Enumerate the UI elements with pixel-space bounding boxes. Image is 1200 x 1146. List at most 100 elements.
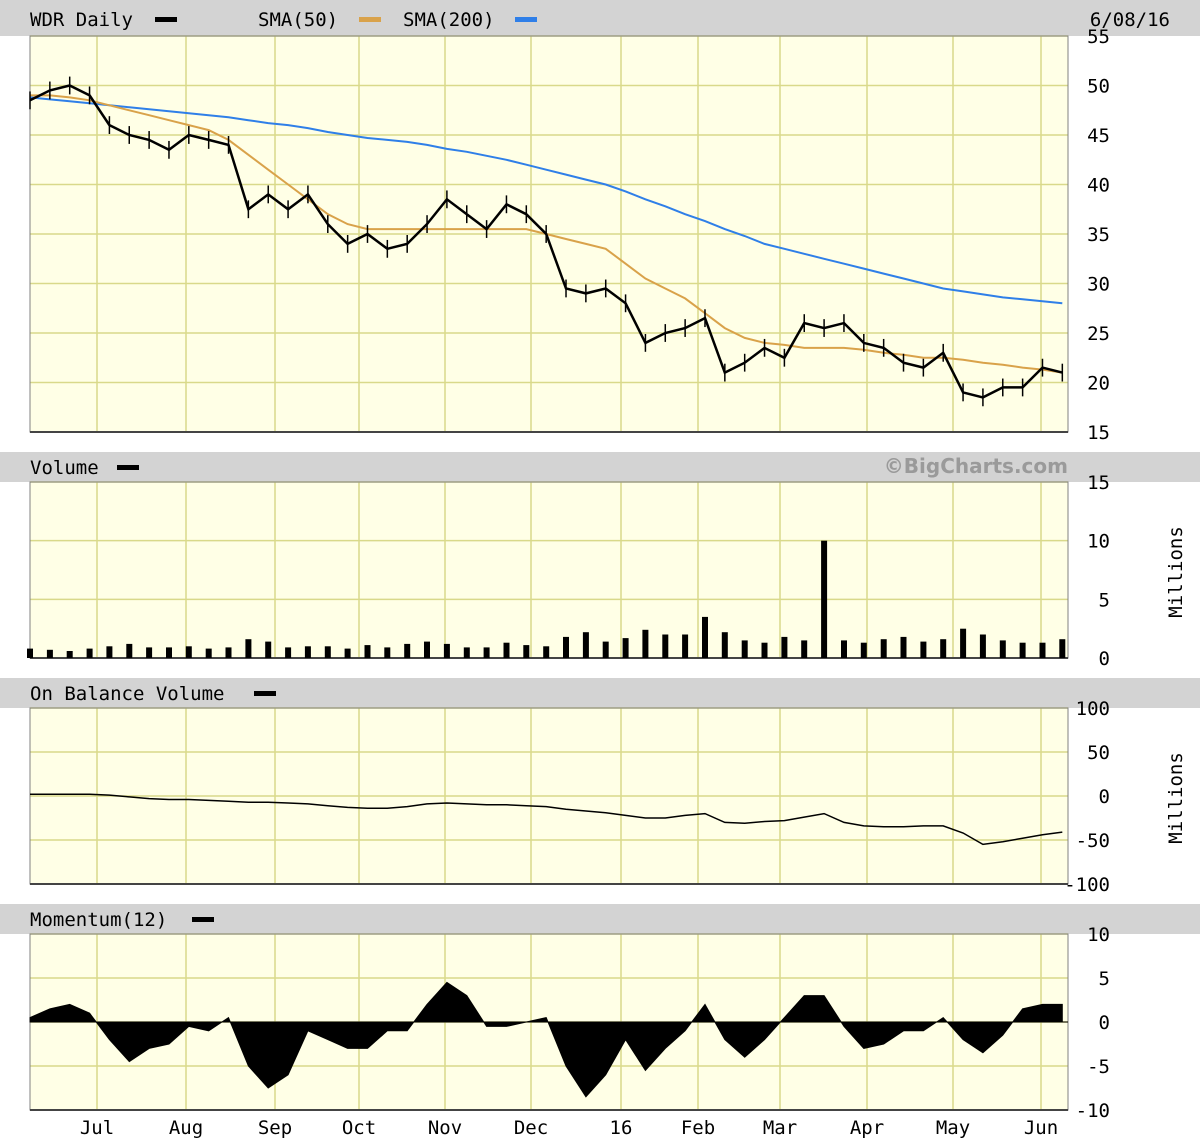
volume-bar [66,651,73,658]
price-ytick-label: 45 [1087,125,1110,147]
volume-bar [841,640,847,658]
volume-ytick-label: 5 [1099,589,1110,611]
volume-bar [642,629,649,658]
sma50-label: SMA(50) [258,9,338,31]
volume-plot-area [30,482,1068,658]
x-tick-label: Jun [1024,1117,1058,1139]
volume-ytick-label: 15 [1087,472,1110,494]
volume-bar [27,648,33,658]
volume-bar [721,632,728,658]
momentum-header-bar [0,904,1200,934]
volume-bar [821,540,828,658]
volume-bar [205,648,212,658]
volume-units-label: Millions [1165,526,1187,618]
volume-bar [602,641,609,658]
volume-legend-swatch [117,465,139,470]
momentum-ytick-label: 0 [1099,1012,1110,1034]
volume-bar [424,641,430,658]
volume-bar [245,639,252,658]
volume-bar [126,643,133,658]
price-ytick-label: 20 [1087,373,1110,395]
obv-ytick-label: 50 [1087,742,1110,764]
volume-bar [940,639,947,658]
volume-bar [702,616,708,658]
volume-bar [404,643,411,658]
volume-bar [582,632,589,658]
x-tick-label: Feb [681,1117,715,1139]
sma50-legend-swatch [359,17,381,22]
volume-bar [662,634,669,658]
volume-bar [622,638,629,658]
volume-bar [106,646,113,658]
volume-bar [443,643,450,658]
momentum-area [29,981,1063,1098]
momentum-ytick-label: -10 [1076,1100,1110,1122]
obv-title: On Balance Volume [30,683,224,705]
volume-bar [364,645,371,658]
volume-bar [801,640,808,658]
volume-bar [960,628,967,658]
x-tick-label: Mar [763,1117,797,1139]
volume-bar [265,641,272,658]
volume-ytick-label: 10 [1087,531,1110,553]
obv-units-label: Millions [1165,752,1187,844]
price-ytick-label: 30 [1087,274,1110,296]
volume-bar [999,640,1006,658]
volume-bar [543,646,550,658]
volume-bar [1039,642,1046,658]
volume-bar [523,645,530,658]
volume-bar [781,636,788,658]
x-tick-label: Dec [514,1117,548,1139]
x-tick-label: May [936,1117,970,1139]
obv-header-bar [0,678,1200,708]
obv-ytick-label: 0 [1099,786,1110,808]
watermark: ©BigCharts.com [884,454,1068,478]
price-ytick-label: 25 [1087,323,1110,345]
obv-line [30,793,1063,846]
volume-bar [146,647,153,658]
volume-bar [920,641,927,658]
sma200-line [29,96,1063,305]
volume-bar [285,647,292,658]
price-ytick-label: 55 [1087,26,1110,48]
volume-bar [324,646,331,658]
momentum-legend-swatch [192,917,214,922]
volume-bar [682,634,689,658]
price-ytick-label: 40 [1087,175,1110,197]
x-tick-label: 16 [610,1117,633,1139]
volume-bar [979,634,986,658]
price-legend-swatch [155,17,177,22]
volume-header-bar [0,452,1200,482]
volume-bar [563,636,569,658]
price-ytick-label: 50 [1087,76,1110,98]
momentum-ytick-label: -5 [1087,1056,1110,1078]
price-ytick-label: 35 [1087,224,1110,246]
momentum-ytick-label: 5 [1099,968,1110,990]
volume-bar [741,640,748,658]
symbol-label: WDR Daily [30,9,133,31]
volume-bar [344,648,351,658]
x-tick-label: Oct [342,1117,376,1139]
volume-bar [1019,642,1026,658]
x-tick-label: Apr [850,1117,884,1139]
volume-bar [900,636,907,658]
obv-legend-swatch [254,691,276,696]
volume-bar [384,647,391,658]
x-tick-label: Sep [258,1117,292,1139]
volume-bar [86,648,93,658]
volume-bar [225,647,232,658]
obv-ytick-label: 100 [1076,698,1110,720]
volume-bar [46,649,53,658]
volume-ytick-label: 0 [1099,648,1110,670]
volume-bar [503,642,510,658]
volume-bar [860,642,867,658]
momentum-ytick-label: 10 [1087,924,1110,946]
obv-ytick-label: -100 [1064,874,1110,896]
x-tick-label: Aug [169,1117,203,1139]
sma200-legend-swatch [515,17,537,22]
x-tick-label: Nov [428,1117,462,1139]
price-ytick-label: 15 [1087,422,1110,444]
volume-bar [880,639,887,658]
obv-ytick-label: -50 [1076,830,1110,852]
